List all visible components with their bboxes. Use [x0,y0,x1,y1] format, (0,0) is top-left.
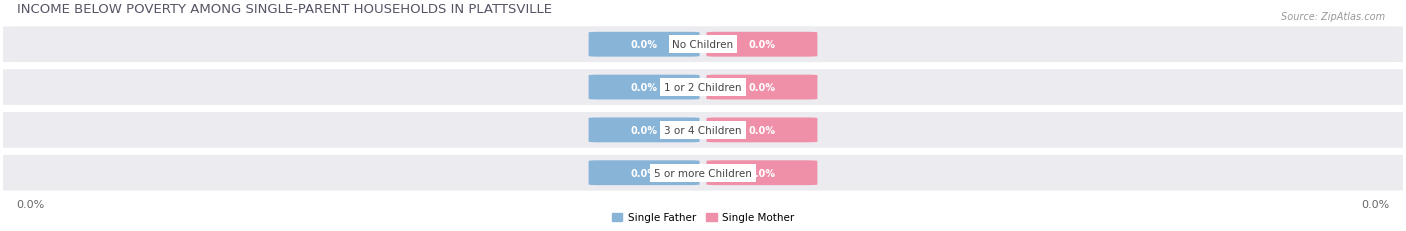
Text: 0.0%: 0.0% [630,168,658,178]
Text: 0.0%: 0.0% [748,125,776,135]
FancyBboxPatch shape [706,118,817,143]
Text: 0.0%: 0.0% [630,125,658,135]
FancyBboxPatch shape [589,161,700,185]
Text: No Children: No Children [672,40,734,50]
FancyBboxPatch shape [0,26,1406,64]
Text: 0.0%: 0.0% [748,83,776,93]
Text: 5 or more Children: 5 or more Children [654,168,752,178]
FancyBboxPatch shape [589,118,700,143]
Text: 1 or 2 Children: 1 or 2 Children [664,83,742,93]
FancyBboxPatch shape [0,111,1406,149]
Text: 0.0%: 0.0% [748,40,776,50]
Text: 0.0%: 0.0% [748,168,776,178]
FancyBboxPatch shape [589,33,700,57]
Text: 0.0%: 0.0% [1361,199,1389,209]
Legend: Single Father, Single Mother: Single Father, Single Mother [607,208,799,227]
FancyBboxPatch shape [0,68,1406,107]
Text: 0.0%: 0.0% [630,40,658,50]
Text: INCOME BELOW POVERTY AMONG SINGLE-PARENT HOUSEHOLDS IN PLATTSVILLE: INCOME BELOW POVERTY AMONG SINGLE-PARENT… [17,3,551,16]
FancyBboxPatch shape [706,75,817,100]
FancyBboxPatch shape [706,33,817,57]
Text: Source: ZipAtlas.com: Source: ZipAtlas.com [1281,12,1385,21]
Text: 0.0%: 0.0% [630,83,658,93]
FancyBboxPatch shape [706,161,817,185]
FancyBboxPatch shape [589,75,700,100]
Text: 0.0%: 0.0% [17,199,45,209]
Text: 3 or 4 Children: 3 or 4 Children [664,125,742,135]
FancyBboxPatch shape [0,154,1406,192]
